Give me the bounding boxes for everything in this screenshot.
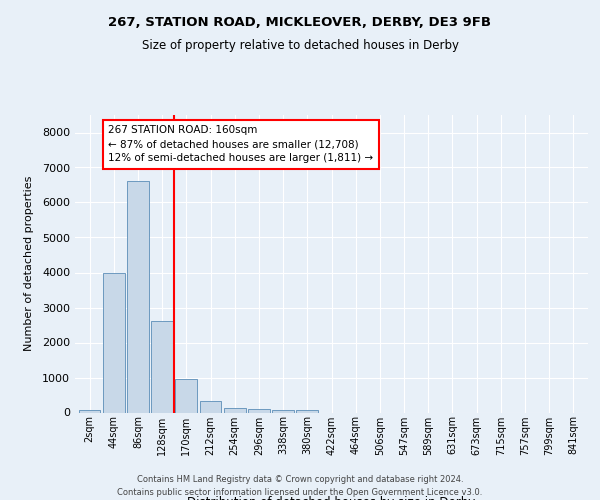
Text: Size of property relative to detached houses in Derby: Size of property relative to detached ho… [142,38,458,52]
Text: Contains HM Land Registry data © Crown copyright and database right 2024.
Contai: Contains HM Land Registry data © Crown c… [118,475,482,497]
Bar [248,409,270,412]
Bar [103,272,125,412]
Text: 267, STATION ROAD, MICKLEOVER, DERBY, DE3 9FB: 267, STATION ROAD, MICKLEOVER, DERBY, DE… [109,16,491,29]
Bar [200,402,221,412]
Bar [272,410,294,412]
X-axis label: Distribution of detached houses by size in Derby: Distribution of detached houses by size … [187,496,476,500]
Text: 267 STATION ROAD: 160sqm
← 87% of detached houses are smaller (12,708)
12% of se: 267 STATION ROAD: 160sqm ← 87% of detach… [109,126,373,164]
Bar [296,410,318,412]
Bar [175,379,197,412]
Bar [79,410,100,412]
Y-axis label: Number of detached properties: Number of detached properties [23,176,34,352]
Bar [151,321,173,412]
Bar [127,182,149,412]
Bar [224,408,245,412]
